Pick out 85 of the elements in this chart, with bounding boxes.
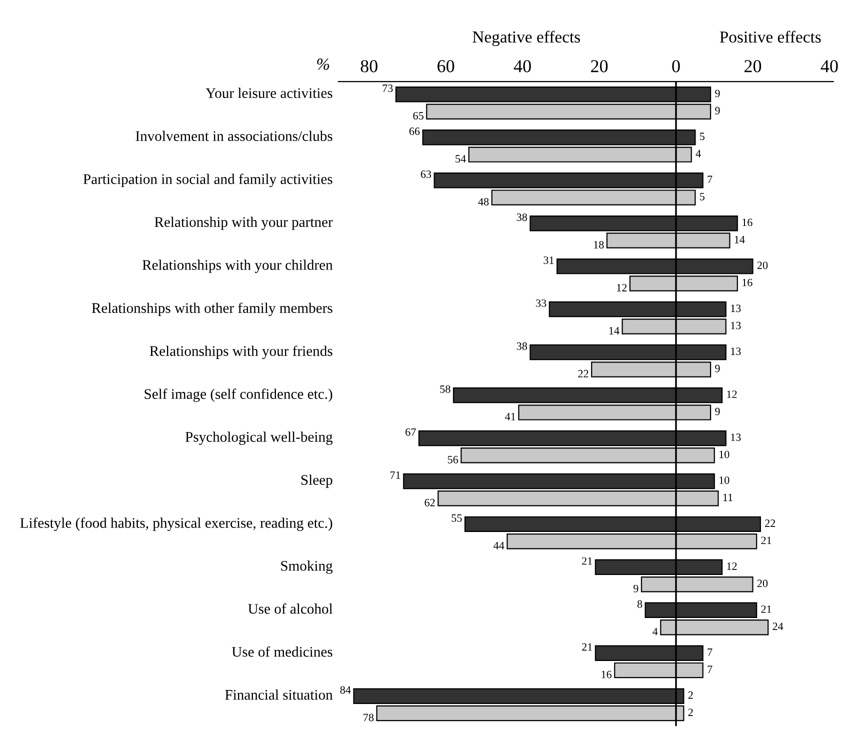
x-tick-label: 80 [360, 60, 378, 72]
text: % [317, 58, 330, 70]
x-tick-label: 60 [438, 60, 454, 72]
y-tick-label: Financial situation [225, 689, 333, 700]
data-label: 10 [720, 476, 730, 484]
y-tick-label: Participation in social and family activities [83, 174, 332, 188]
data-label: 33 [536, 299, 546, 307]
data-label: 18 [594, 240, 604, 248]
data-label: 78 [364, 714, 374, 722]
y-tick-label: Use of medicines [232, 646, 332, 657]
y-tick-label: Relationships with your friends [150, 346, 332, 359]
data-label: 13 [731, 348, 741, 356]
data-label: 62 [424, 498, 435, 506]
data-label: 67 [406, 428, 416, 436]
data-label: 12 [727, 390, 737, 398]
data-label: 24 [772, 622, 784, 630]
data-label: 58 [440, 385, 450, 393]
data-label: 9 [715, 106, 720, 114]
data-label: 20 [757, 580, 768, 588]
data-label: 16 [602, 670, 612, 678]
x-tick-label: 0 [672, 60, 680, 72]
data-label: 7 [708, 666, 712, 673]
data-label: 21 [582, 643, 592, 651]
data-label: 13 [731, 304, 741, 312]
data-label: 31 [544, 256, 554, 264]
data-label: 9 [715, 408, 720, 416]
data-label: 14 [609, 326, 620, 334]
data-label: 56 [448, 456, 458, 464]
data-label: 48 [478, 198, 489, 206]
x-tick-label: 20 [591, 60, 608, 72]
data-label: 8 [637, 600, 642, 608]
data-label: 5 [700, 132, 704, 140]
data-label: 73 [382, 84, 393, 92]
y-tick-label: Relationships with other family members [92, 302, 332, 316]
data-label: 65 [413, 112, 424, 120]
y-tick-label: Involvement in associations/clubs [136, 130, 332, 142]
x-tick-label: 40 [514, 60, 531, 72]
y-tick-label: Relationships with your children [142, 260, 333, 273]
y-tick-label: Smoking [281, 560, 333, 574]
x-tick-label: 20 [744, 60, 762, 72]
data-label: 2 [688, 691, 693, 699]
data-label: 5 [700, 192, 704, 200]
data-label: 55 [452, 514, 462, 522]
y-tick-label: Sleep [301, 474, 332, 488]
data-label: 2 [688, 708, 693, 716]
data-label: 21 [761, 605, 772, 613]
data-label: 9 [634, 584, 638, 592]
data-label: 4 [652, 628, 658, 636]
data-label: 7 [708, 648, 712, 656]
data-label: 21 [582, 557, 592, 565]
x-tick-label: 40 [820, 60, 838, 72]
data-label: 4 [696, 150, 701, 158]
data-label: 38 [516, 213, 528, 221]
data-label: 14 [734, 236, 745, 244]
y-tick-label: Lifestyle (food habits, physical exercise, reading etc.) [20, 517, 332, 531]
text: Negative effects [472, 30, 580, 46]
data-label: 84 [340, 686, 351, 694]
data-label: 54 [456, 155, 466, 163]
data-label: 13 [731, 434, 741, 442]
data-label: 9 [715, 90, 720, 98]
data-label: 38 [516, 342, 528, 350]
data-label: 22 [578, 370, 588, 378]
y-tick-label: Psychological well-being [185, 432, 333, 445]
data-label: 12 [727, 562, 737, 570]
data-label: 9 [715, 364, 720, 372]
data-label: 7 [708, 176, 712, 184]
data-label: 63 [420, 170, 432, 178]
data-label: 66 [409, 128, 420, 136]
data-label: 10 [720, 450, 730, 458]
data-label: 16 [742, 218, 752, 226]
data-label: 11 [723, 494, 732, 502]
data-label: 12 [617, 284, 627, 292]
y-tick-label: Relationship with your partner [154, 216, 333, 230]
data-label: 41 [505, 412, 516, 420]
y-tick-label: Self image (self confidence etc.) [144, 388, 332, 402]
data-label: 22 [765, 520, 776, 527]
data-label: 21 [761, 536, 772, 544]
data-label: 16 [742, 278, 752, 286]
text: Positive effects [720, 30, 821, 43]
data-label: 44 [494, 542, 504, 550]
data-label: 20 [757, 262, 768, 270]
y-tick-label: Your leisure activities [206, 88, 332, 98]
data-label: 71 [390, 471, 400, 479]
y-tick-label: Use of alcohol [248, 603, 333, 614]
data-label: 13 [731, 322, 741, 330]
